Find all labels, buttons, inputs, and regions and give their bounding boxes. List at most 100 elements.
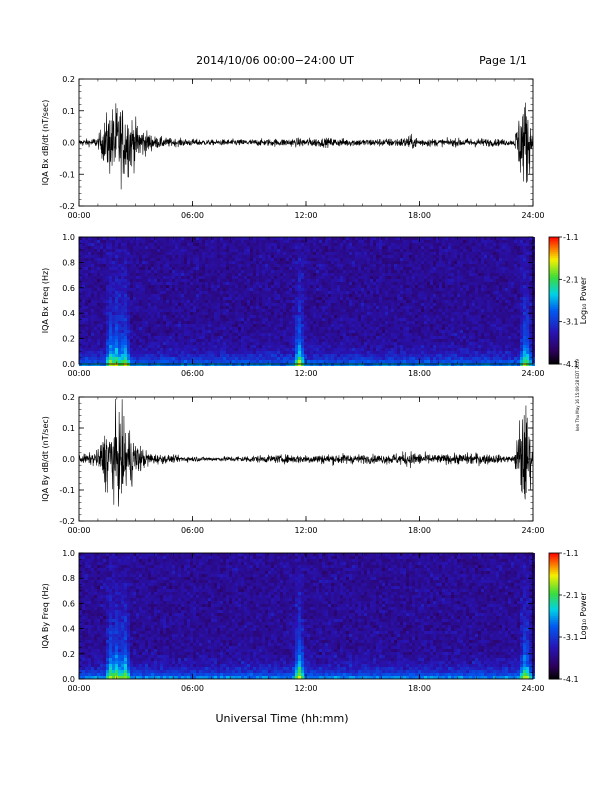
spectrogram-cell — [328, 348, 331, 351]
spectrogram-cell — [139, 267, 142, 270]
spectrogram-cell — [163, 258, 166, 261]
spectrogram-cell — [199, 348, 202, 351]
spectrogram-cell — [376, 327, 379, 330]
spectrogram-cell — [196, 306, 199, 309]
spectrogram-cell — [319, 297, 322, 300]
spectrogram-cell — [106, 309, 109, 312]
spectrogram-cell — [178, 258, 181, 261]
spectrogram-cell — [88, 348, 91, 351]
spectrogram-cell — [259, 255, 262, 258]
spectrogram-cell — [382, 297, 385, 300]
spectrogram-cell — [346, 297, 349, 300]
spectrogram-cell — [169, 255, 172, 258]
spectrogram-cell — [184, 357, 187, 360]
spectrogram-cell — [343, 303, 346, 306]
spectrogram-cell — [232, 321, 235, 324]
spectrogram-cell — [169, 246, 172, 249]
spectrogram-cell — [286, 309, 289, 312]
spectrogram-cell — [145, 270, 148, 273]
spectrogram-cell — [196, 291, 199, 294]
spectrogram-cell — [379, 240, 382, 243]
spectrogram-cell — [118, 243, 121, 246]
spectrogram-cell — [295, 237, 298, 240]
spectrogram-cell — [100, 333, 103, 336]
spectrogram-cell — [385, 291, 388, 294]
spectrogram-cell — [289, 315, 292, 318]
spectrogram-cell — [370, 276, 373, 279]
spectrogram-cell — [298, 303, 301, 306]
spectrogram-cell — [253, 306, 256, 309]
spectrogram-cell — [292, 255, 295, 258]
spectrogram-cell — [103, 318, 106, 321]
spectrogram-cell — [112, 363, 115, 366]
spectrogram-cell — [373, 315, 376, 318]
spectrogram-cell — [415, 267, 418, 270]
spectrogram-cell — [142, 240, 145, 243]
spectrogram-cell — [394, 342, 397, 345]
spectrogram-cell — [85, 351, 88, 354]
spectrogram-cell — [382, 258, 385, 261]
spectrogram-cell — [298, 315, 301, 318]
spectrogram-cell — [376, 351, 379, 354]
spectrogram-cell — [301, 282, 304, 285]
spectrogram-cell — [166, 261, 169, 264]
spectrogram-cell — [304, 345, 307, 348]
spectrogram-cell — [190, 363, 193, 366]
spectrogram-cell — [247, 360, 250, 363]
spectrogram-cell — [115, 252, 118, 255]
spectrogram-cell — [412, 258, 415, 261]
spectrogram-cell — [307, 243, 310, 246]
spectrogram-cell — [271, 252, 274, 255]
spectrogram-cell — [361, 243, 364, 246]
spectrogram-cell — [298, 327, 301, 330]
spectrogram-cell — [268, 360, 271, 363]
spectrogram-cell — [112, 279, 115, 282]
spectrogram-cell — [295, 312, 298, 315]
spectrogram-cell — [376, 285, 379, 288]
spectrogram-cell — [259, 240, 262, 243]
spectrogram-cell — [88, 270, 91, 273]
spectrogram-cell — [250, 264, 253, 267]
spectrogram-cell — [316, 363, 319, 366]
spectrogram-cell — [376, 354, 379, 357]
spectrogram-cell — [82, 345, 85, 348]
spectrogram-cell — [325, 297, 328, 300]
spectrogram-cell — [292, 324, 295, 327]
spectrogram-cell — [235, 240, 238, 243]
spectrogram-cell — [124, 324, 127, 327]
spectrogram-cell — [385, 276, 388, 279]
spectrogram-cell — [313, 360, 316, 363]
spectrogram-cell — [157, 276, 160, 279]
spectrogram-cell — [187, 282, 190, 285]
x-tick-label: 18:00 — [408, 211, 431, 220]
spectrogram-cell — [253, 303, 256, 306]
spectrogram-cell — [232, 255, 235, 258]
spectrogram-cell — [388, 285, 391, 288]
spectrogram-cell — [301, 363, 304, 366]
spectrogram-cell — [373, 336, 376, 339]
spectrogram-cell — [280, 285, 283, 288]
spectrogram-cell — [352, 300, 355, 303]
spectrogram-cell — [331, 351, 334, 354]
spectrogram-cell — [283, 246, 286, 249]
spectrogram-cell — [313, 357, 316, 360]
spectrogram-cell — [343, 348, 346, 351]
spectrogram-cell — [232, 345, 235, 348]
spectrogram-cell — [109, 282, 112, 285]
spectrogram-cell — [256, 291, 259, 294]
spectrogram-cell — [199, 339, 202, 342]
spectrogram-cell — [325, 273, 328, 276]
spectrogram-cell — [289, 279, 292, 282]
spectrogram-cell — [367, 348, 370, 351]
spectrogram-cell — [124, 258, 127, 261]
spectrogram-cell — [268, 243, 271, 246]
spectrogram-cell — [187, 300, 190, 303]
spectrogram-cell — [232, 336, 235, 339]
spectrogram-cell — [367, 333, 370, 336]
spectrogram-cell — [217, 267, 220, 270]
spectrogram-cell — [292, 279, 295, 282]
spectrogram-cell — [325, 237, 328, 240]
spectrogram-cell — [400, 291, 403, 294]
spectrogram-cell — [166, 291, 169, 294]
spectrogram-cell — [232, 348, 235, 351]
